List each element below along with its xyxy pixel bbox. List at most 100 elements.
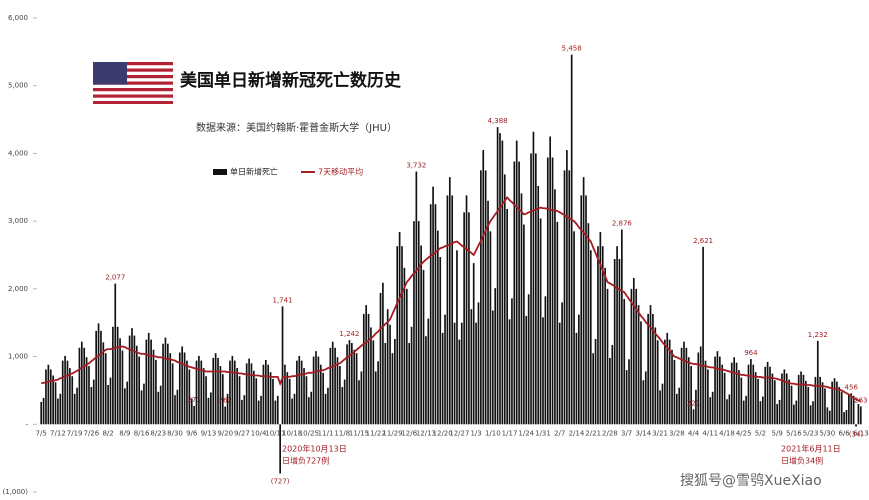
bar	[398, 231, 401, 425]
x-tick-label: 10/4	[251, 429, 267, 437]
bar	[718, 356, 721, 425]
bar	[448, 177, 451, 425]
x-tick-label: 3/14	[635, 429, 651, 437]
bar	[611, 345, 614, 425]
bar	[546, 157, 549, 425]
x-tick-label: 8/30	[167, 429, 183, 437]
bar	[229, 360, 231, 425]
y-tick-label: 3,000	[8, 217, 28, 225]
bar	[339, 366, 341, 425]
bar	[578, 314, 580, 425]
bar	[413, 221, 415, 425]
bar	[250, 363, 253, 425]
bar	[303, 368, 305, 425]
bar	[685, 347, 688, 425]
bar	[174, 395, 176, 425]
bar	[150, 339, 152, 425]
bar	[704, 360, 707, 425]
bar	[171, 363, 174, 425]
bar	[795, 400, 798, 425]
bar	[723, 372, 726, 425]
bar	[80, 341, 83, 425]
bar	[826, 407, 829, 425]
bar	[415, 171, 418, 425]
bar	[212, 357, 215, 425]
chart-subtitle: 数据来源：美国约翰斯·霍普金斯大学（JHU）	[196, 121, 397, 134]
bar	[374, 371, 377, 425]
bar	[389, 324, 391, 425]
bar	[709, 397, 712, 425]
bar	[317, 356, 320, 425]
y-tick-label: -	[25, 420, 28, 428]
x-tick-label: 1/31	[535, 429, 551, 437]
bar	[575, 332, 578, 425]
bar	[761, 396, 764, 425]
bar	[726, 399, 728, 425]
bar	[566, 150, 568, 425]
bar	[843, 412, 845, 425]
bar	[460, 322, 463, 425]
bar	[324, 393, 327, 425]
bar	[327, 387, 329, 425]
bar	[812, 401, 814, 425]
bar	[135, 345, 138, 425]
bar	[88, 366, 90, 425]
bar	[582, 177, 585, 425]
bar	[630, 288, 633, 425]
bar	[272, 378, 274, 425]
bar	[606, 288, 609, 425]
value-label: 2,621	[693, 237, 713, 245]
bar	[231, 355, 234, 425]
bar	[482, 150, 485, 425]
bar	[198, 355, 200, 425]
bar	[155, 359, 157, 425]
bar	[494, 288, 497, 425]
bar	[527, 294, 530, 425]
bar	[348, 340, 351, 425]
x-tick-label: 6/13	[853, 429, 869, 437]
bar	[319, 364, 322, 425]
bar	[112, 326, 114, 425]
bar	[745, 395, 747, 425]
bar	[210, 392, 212, 425]
bar	[315, 351, 317, 425]
legend-swatch	[213, 169, 227, 175]
legend: 单日新增死亡 7天移动平均	[213, 167, 363, 177]
bar	[730, 362, 733, 425]
bar	[561, 302, 563, 425]
bar	[542, 317, 544, 425]
bar	[181, 346, 184, 425]
bar	[52, 375, 54, 425]
bar	[525, 315, 528, 425]
bar	[238, 376, 241, 425]
bar	[766, 361, 769, 425]
bar	[632, 278, 635, 425]
bar	[195, 360, 198, 425]
annotation: 日增负727例	[282, 456, 329, 466]
x-tick-label: 7/19	[67, 429, 83, 437]
bar	[838, 387, 841, 425]
x-tick-label: 11/1	[318, 429, 334, 437]
x-tick-label: 12/27	[449, 429, 469, 437]
bar	[159, 385, 162, 425]
bar	[501, 140, 504, 425]
bar	[305, 376, 308, 425]
bar	[140, 390, 143, 425]
bar	[42, 397, 45, 425]
bar	[114, 283, 117, 425]
bar	[90, 387, 93, 425]
y-tick-label: 1,000	[8, 353, 28, 361]
bar	[346, 344, 348, 425]
bar	[621, 229, 623, 425]
bar	[284, 364, 286, 425]
bar	[793, 404, 795, 425]
bar	[833, 378, 836, 425]
x-tick-label: 5/16	[786, 429, 802, 437]
bar	[441, 332, 444, 425]
bar	[286, 372, 289, 425]
x-tick-label: 4/25	[736, 429, 752, 437]
bar	[857, 403, 860, 425]
bar	[219, 366, 222, 425]
x-tick-label: 12/20	[433, 429, 453, 437]
value-label: 1,232	[808, 331, 828, 339]
